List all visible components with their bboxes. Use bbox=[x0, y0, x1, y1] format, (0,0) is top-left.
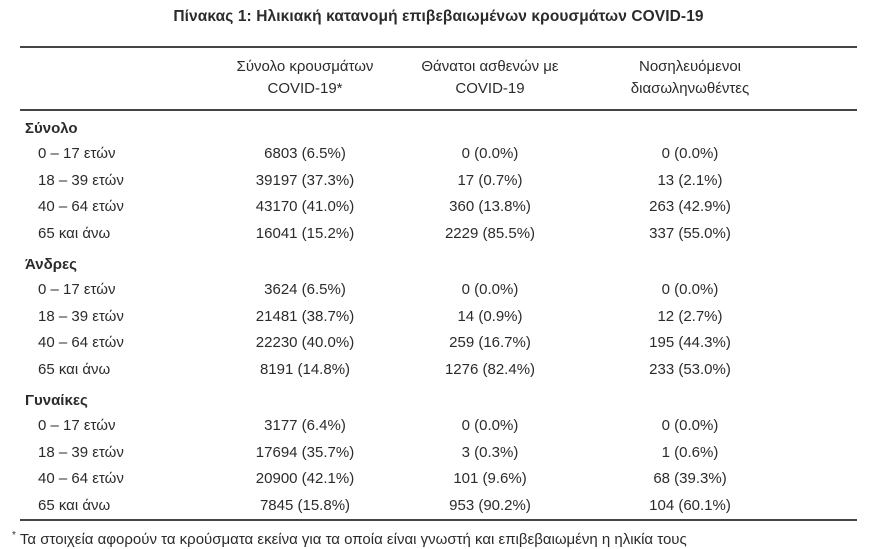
table-row: 18 – 39 ετών 39197 (37.3%) 17 (0.7%) 13 (2.… bbox=[20, 168, 857, 195]
table-row: 40 – 64 ετών 43170 (41.0%) 360 (13.8%) 263 … bbox=[20, 194, 857, 221]
total-cases-cell: 8191 (14.8%) bbox=[259, 360, 351, 378]
age-group-cell: 18 – 39 ετών bbox=[38, 443, 124, 461]
column-header-line: διασωληνωθέντες bbox=[630, 80, 750, 97]
section-row: Σύνολο bbox=[20, 110, 857, 141]
footnote: * Τα στοιχεία αφορούν τα κρούσματα εκείνα… bbox=[12, 526, 880, 549]
age-group-cell: 40 – 64 ετών bbox=[38, 198, 124, 215]
table-row: 0 – 17 ετών 6803 (6.5%) 0 (0.0%) 0 (0.0%) bbox=[20, 141, 857, 168]
total-cases-cell: 7845 (15.8%) bbox=[259, 496, 351, 514]
deaths-cell: 17 (0.7%) bbox=[457, 171, 523, 189]
intubated-cell: 195 (44.3%) bbox=[649, 334, 731, 351]
total-cases-cell: 3624 (6.5%) bbox=[264, 281, 346, 298]
intubated-cell: 13 (2.1%) bbox=[657, 171, 723, 189]
intubated-cell: 68 (39.3%) bbox=[653, 470, 727, 487]
row-filler-cell bbox=[795, 221, 857, 248]
section-label: Γυναίκες bbox=[25, 392, 88, 409]
total-cases-cell: 21481 (38.7%) bbox=[255, 307, 355, 325]
table-row: 0 – 17 ετών 3624 (6.5%) 0 (0.0%) 0 (0.0%) bbox=[20, 277, 857, 304]
section-row: Γυναίκες bbox=[20, 383, 857, 413]
row-filler-cell bbox=[795, 413, 857, 440]
table-row: 65 και άνω 7845 (15.8%) 953 (90.2%) 104 (60… bbox=[20, 493, 857, 521]
deaths-cell: 953 (90.2%) bbox=[449, 496, 531, 514]
intubated-cell: 233 (53.0%) bbox=[649, 360, 731, 378]
age-group-cell: 18 – 39 ετών bbox=[38, 307, 124, 325]
table-row: 18 – 39 ετών 21481 (38.7%) 14 (0.9%) 12 (2.… bbox=[20, 304, 857, 331]
intubated-cell: 337 (55.0%) bbox=[649, 224, 731, 242]
table-row: 0 – 17 ετών 3177 (6.4%) 0 (0.0%) 0 (0.0%) bbox=[20, 413, 857, 440]
page-title: Πίνακας 1: Ηλικιακή κατανομή επιβεβαιωμέ… bbox=[173, 8, 704, 25]
age-group-cell: 40 – 64 ετών bbox=[38, 334, 124, 351]
header-empty-cell bbox=[20, 47, 215, 110]
age-distribution-table: Σύνολο κρουσμάτων COVID-19* Θάνατοι ασθε… bbox=[20, 46, 857, 521]
table-header: Σύνολο κρουσμάτων COVID-19* Θάνατοι ασθε… bbox=[20, 47, 857, 110]
footnote-asterisk: * bbox=[12, 530, 16, 541]
column-header-line: COVID-19 bbox=[455, 80, 525, 97]
age-group-cell: 18 – 39 ετών bbox=[38, 171, 124, 189]
header-filler-cell bbox=[795, 47, 857, 110]
row-filler-cell bbox=[795, 277, 857, 304]
total-cases-cell: 6803 (6.5%) bbox=[264, 145, 346, 162]
deaths-cell: 0 (0.0%) bbox=[461, 281, 519, 298]
age-group-cell: 0 – 17 ετών bbox=[38, 417, 116, 434]
intubated-cell: 0 (0.0%) bbox=[661, 281, 719, 298]
section-row: Άνδρες bbox=[20, 247, 857, 277]
total-cases-cell: 3177 (6.4%) bbox=[264, 417, 346, 434]
intubated-cell: 0 (0.0%) bbox=[661, 145, 719, 162]
column-header-total-cases: Σύνολο κρουσμάτων COVID-19* bbox=[215, 47, 395, 110]
table-row: 18 – 39 ετών 17694 (35.7%) 3 (0.3%) 1 (0.6%… bbox=[20, 440, 857, 467]
deaths-cell: 0 (0.0%) bbox=[461, 145, 519, 162]
intubated-cell: 1 (0.6%) bbox=[661, 443, 719, 461]
footnote-text: Τα στοιχεία αφορούν τα κρούσματα εκείνα … bbox=[19, 531, 687, 548]
age-group-cell: 40 – 64 ετών bbox=[38, 470, 124, 487]
table-row: 65 και άνω 16041 (15.2%) 2229 (85.5%) 337 (… bbox=[20, 221, 857, 248]
age-group-cell: 0 – 17 ετών bbox=[38, 281, 116, 298]
intubated-cell: 104 (60.1%) bbox=[649, 496, 731, 514]
row-filler-cell bbox=[795, 440, 857, 467]
total-cases-cell: 22230 (40.0%) bbox=[255, 334, 355, 351]
section-label: Άνδρες bbox=[25, 256, 77, 273]
table-body: Σύνολο 0 – 17 ετών 6803 (6.5%) 0 (0.0%) 0 (0… bbox=[20, 110, 857, 520]
table-row: 40 – 64 ετών 22230 (40.0%) 259 (16.7%) 195 … bbox=[20, 330, 857, 357]
column-header-deaths: Θάνατοι ασθενών με COVID-19 bbox=[395, 47, 585, 110]
age-group-cell: 0 – 17 ετών bbox=[38, 145, 116, 162]
deaths-cell: 0 (0.0%) bbox=[461, 417, 519, 434]
column-header-intubated: Νοσηλευόμενοι διασωληνωθέντες bbox=[585, 47, 795, 110]
row-filler-cell bbox=[795, 141, 857, 168]
total-cases-cell: 20900 (42.1%) bbox=[255, 470, 355, 487]
deaths-cell: 1276 (82.4%) bbox=[444, 360, 536, 378]
total-cases-cell: 39197 (37.3%) bbox=[255, 171, 355, 189]
age-group-cell: 65 και άνω bbox=[38, 496, 111, 514]
row-filler-cell bbox=[795, 330, 857, 357]
row-filler-cell bbox=[795, 168, 857, 195]
section-label: Σύνολο bbox=[25, 120, 78, 137]
total-cases-cell: 17694 (35.7%) bbox=[255, 443, 355, 461]
deaths-cell: 2229 (85.5%) bbox=[444, 224, 536, 242]
age-group-cell: 65 και άνω bbox=[38, 360, 111, 378]
deaths-cell: 14 (0.9%) bbox=[457, 307, 523, 325]
intubated-cell: 263 (42.9%) bbox=[649, 198, 731, 215]
total-cases-cell: 16041 (15.2%) bbox=[255, 224, 355, 242]
row-filler-cell bbox=[795, 357, 857, 384]
column-header-line: COVID-19* bbox=[267, 80, 343, 97]
row-filler-cell bbox=[795, 493, 857, 521]
column-header-line: Σύνολο κρουσμάτων bbox=[236, 58, 374, 75]
column-header-line: Νοσηλευόμενοι bbox=[638, 58, 741, 75]
header-row: Σύνολο κρουσμάτων COVID-19* Θάνατοι ασθε… bbox=[20, 47, 857, 110]
deaths-cell: 360 (13.8%) bbox=[449, 198, 531, 215]
table-row: 40 – 64 ετών 20900 (42.1%) 101 (9.6%) 68 (3… bbox=[20, 466, 857, 493]
total-cases-cell: 43170 (41.0%) bbox=[255, 198, 355, 215]
row-filler-cell bbox=[795, 194, 857, 221]
deaths-cell: 101 (9.6%) bbox=[453, 470, 527, 487]
deaths-cell: 259 (16.7%) bbox=[449, 334, 531, 351]
age-group-cell: 65 και άνω bbox=[38, 224, 111, 242]
deaths-cell: 3 (0.3%) bbox=[461, 443, 519, 461]
intubated-cell: 0 (0.0%) bbox=[661, 417, 719, 434]
column-header-line: Θάνατοι ασθενών με bbox=[421, 58, 559, 75]
row-filler-cell bbox=[795, 466, 857, 493]
intubated-cell: 12 (2.7%) bbox=[657, 307, 723, 325]
table-row: 65 και άνω 8191 (14.8%) 1276 (82.4%) 233 (5… bbox=[20, 357, 857, 384]
row-filler-cell bbox=[795, 304, 857, 331]
